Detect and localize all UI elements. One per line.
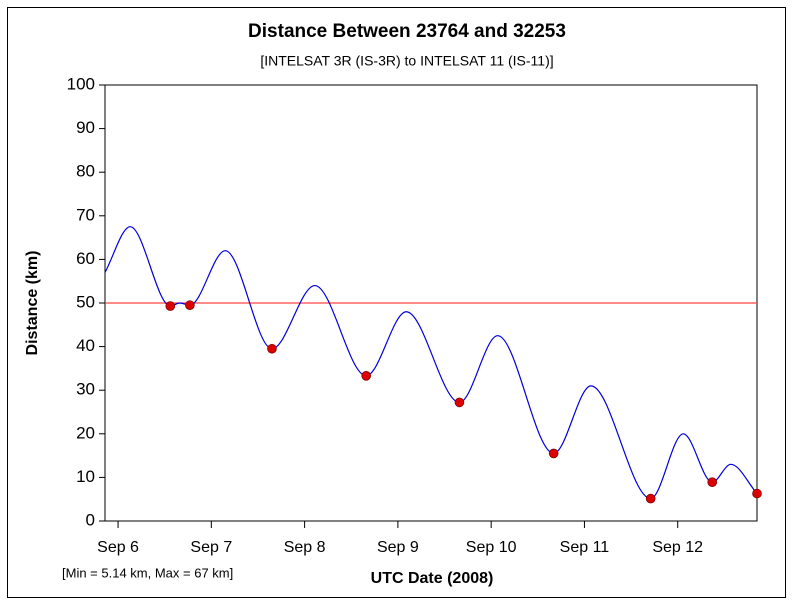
x-tick-label: Sep 8 xyxy=(284,539,326,556)
y-tick-label: 80 xyxy=(76,162,95,181)
annotation: [Min = 5.14 km, Max = 67 km] xyxy=(62,565,233,580)
y-tick-label: 90 xyxy=(76,118,95,137)
y-tick-label: 20 xyxy=(76,423,95,442)
y-tick-label: 10 xyxy=(76,467,95,486)
x-tick-label: Sep 10 xyxy=(466,539,517,556)
minimum-marker xyxy=(361,371,371,381)
y-tick-label: 30 xyxy=(76,380,95,399)
minimum-marker xyxy=(645,493,656,504)
frame xyxy=(7,7,786,598)
y-tick-label: 50 xyxy=(76,292,95,311)
minimum-marker xyxy=(707,477,718,487)
minimum-marker xyxy=(165,301,176,311)
y-tick-label: 60 xyxy=(76,249,95,268)
y-axis-label: Distance (km) xyxy=(24,251,41,356)
x-tick-label: Sep 9 xyxy=(377,539,419,556)
x-tick-label: Sep 7 xyxy=(190,539,232,556)
minimum-marker xyxy=(267,343,277,354)
x-axis-label: UTC Date (2008) xyxy=(371,570,494,587)
distance-line xyxy=(104,226,758,500)
x-tick-label: Sep 6 xyxy=(97,539,139,556)
y-tick-label: 100 xyxy=(67,74,95,93)
x-tick-label: Sep 12 xyxy=(652,539,703,556)
chart-title: Distance Between 23764 and 32253 xyxy=(248,21,566,42)
minimum-marker xyxy=(752,488,762,499)
y-tick-label: 0 xyxy=(86,510,95,529)
y-tick-label: 70 xyxy=(76,205,95,224)
minimum-marker xyxy=(454,397,465,408)
chart-subtitle: [INTELSAT 3R (IS-3R) to INTELSAT 11 (IS-… xyxy=(260,53,553,69)
minimum-marker xyxy=(548,448,559,459)
x-tick-label: Sep 11 xyxy=(560,539,610,556)
minimum-marker xyxy=(185,300,195,310)
y-tick-label: 40 xyxy=(76,336,95,355)
